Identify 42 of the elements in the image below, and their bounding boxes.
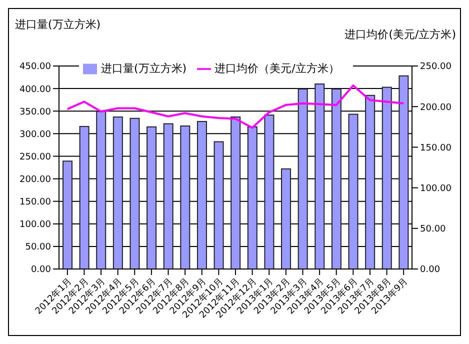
bar <box>62 160 72 269</box>
y-tick-label: 350.00 <box>20 107 52 118</box>
bar <box>281 168 292 269</box>
bar <box>163 123 174 269</box>
y2-tick-label: 150.00 <box>420 143 452 154</box>
y-tick-label: 50.00 <box>25 242 52 253</box>
line-series <box>66 84 405 129</box>
y2-axis-title: 进口均价(美元/立方米) <box>344 27 456 42</box>
legend-label: 进口均价（美元/立方米） <box>214 62 340 75</box>
y2-tick-label: 50.00 <box>420 224 446 235</box>
bar <box>398 75 409 269</box>
bar <box>247 126 258 269</box>
bar <box>365 94 376 269</box>
y-tick-label: 400.00 <box>20 84 52 95</box>
bar <box>230 116 241 269</box>
bar <box>130 118 140 269</box>
bar <box>112 116 123 269</box>
bar <box>314 84 325 269</box>
bar <box>196 120 207 269</box>
legend-label: 进口量(万立方米) <box>101 62 187 75</box>
y2-tick-label: 100.00 <box>420 184 452 194</box>
y2-tick-label: 0.00 <box>420 265 440 276</box>
bar <box>382 86 392 269</box>
bar <box>214 141 224 269</box>
y-axis-title: 进口量(万立方米) <box>15 17 101 32</box>
bar <box>331 88 342 269</box>
bar <box>180 126 190 269</box>
bar <box>264 114 274 269</box>
y2-tick-label: 200.00 <box>420 102 452 113</box>
bar <box>298 88 308 269</box>
y-tick-label: 150.00 <box>20 198 52 208</box>
bar <box>96 111 106 269</box>
y-tick-label: 450.00 <box>20 62 52 72</box>
y-tick-label: 200.00 <box>20 174 52 185</box>
y-tick-label: 100.00 <box>20 220 52 230</box>
y-tick-label: 250.00 <box>20 152 52 162</box>
bar <box>79 126 90 269</box>
y-tick-label: 0.00 <box>30 265 52 276</box>
bar <box>146 126 157 269</box>
bar <box>348 114 358 269</box>
y2-tick-label: 250.00 <box>420 62 452 72</box>
y-tick-label: 300.00 <box>20 130 52 140</box>
